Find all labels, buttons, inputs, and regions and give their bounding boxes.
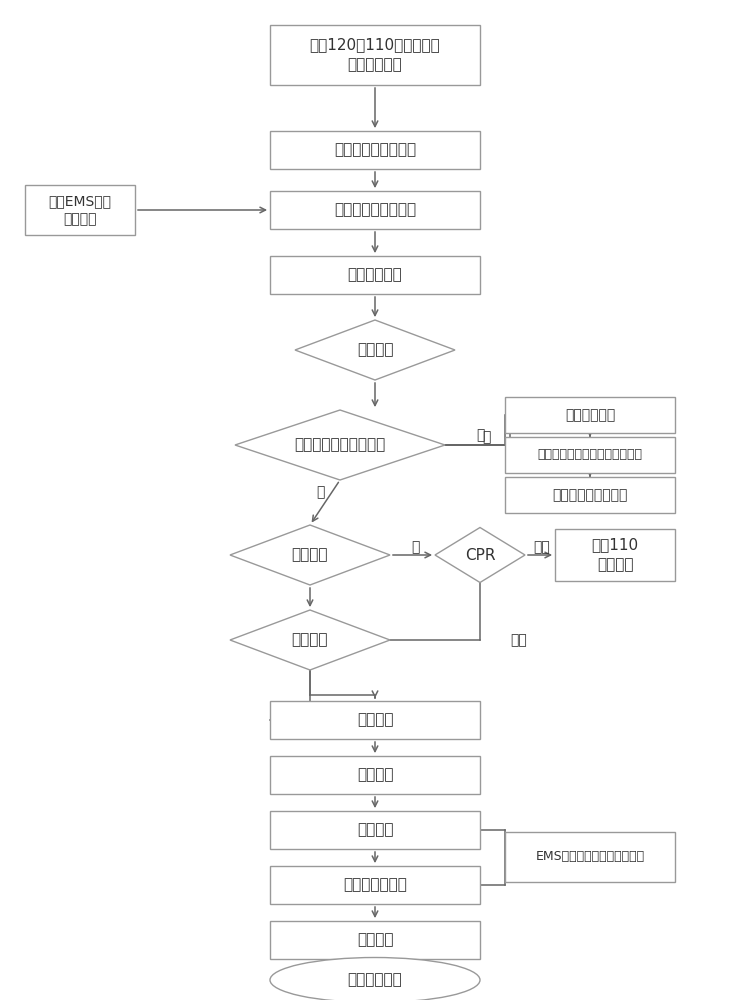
Text: 无效: 无效 [534,540,550,554]
Polygon shape [235,410,445,480]
Text: 有效: 有效 [510,633,526,647]
FancyBboxPatch shape [505,832,675,882]
Text: 初次评估: 初次评估 [357,712,393,728]
FancyBboxPatch shape [270,756,480,794]
Text: 二次评估: 二次评估 [357,768,393,782]
Text: 转运途中的处置: 转运途中的处置 [343,878,407,892]
FancyBboxPatch shape [270,701,480,739]
Polygon shape [230,610,390,670]
Text: 急救车和急救组出发: 急救车和急救组出发 [334,202,416,218]
Text: 无: 无 [411,540,419,554]
Text: 现场检伤分类并记录: 现场检伤分类并记录 [552,488,628,502]
Text: 打开EMS系统
的车载端: 打开EMS系统 的车载端 [49,194,112,226]
Text: 是否发生突发公共事件: 是否发生突发公共事件 [294,438,386,452]
Text: 向医院汇报，请示、或请求支援: 向医院汇报，请示、或请求支援 [538,448,643,462]
FancyBboxPatch shape [270,921,480,959]
Text: 是: 是 [476,428,484,442]
FancyBboxPatch shape [505,437,675,473]
Text: 到达事故现场: 到达事故现场 [347,267,402,282]
FancyBboxPatch shape [505,397,675,433]
FancyBboxPatch shape [505,477,675,513]
Text: 生命体征: 生命体征 [292,548,328,562]
Polygon shape [295,320,455,380]
FancyBboxPatch shape [270,191,480,229]
Text: 现场评估: 现场评估 [357,342,393,358]
FancyBboxPatch shape [270,131,480,169]
Polygon shape [435,528,525,582]
Text: 离开现场: 离开现场 [357,822,393,838]
Text: CPR: CPR [465,548,495,562]
Ellipse shape [270,958,480,1000]
Text: 判断现场状态: 判断现场状态 [565,408,615,422]
FancyBboxPatch shape [25,185,135,235]
Text: 调派急救车和急救组: 调派急救车和急救组 [334,142,416,157]
FancyBboxPatch shape [270,811,480,849]
Text: 伤情评估: 伤情评估 [292,633,328,648]
FancyBboxPatch shape [270,25,480,85]
Text: 到达医院: 到达医院 [357,932,393,948]
FancyBboxPatch shape [270,866,480,904]
Text: 受理120、110指派电话或
医院急救电话: 受理120、110指派电话或 医院急救电话 [310,38,440,72]
FancyBboxPatch shape [270,256,480,294]
Text: EMS系统的车载端将录入信息: EMS系统的车载端将录入信息 [536,850,644,863]
Text: 通知110
求救电话: 通知110 求救电话 [592,538,638,572]
Text: 否: 否 [316,485,324,499]
Text: 是: 是 [482,430,490,444]
Polygon shape [230,525,390,585]
Text: 交接创伤人员: 交接创伤人员 [347,972,402,988]
FancyBboxPatch shape [555,529,675,581]
